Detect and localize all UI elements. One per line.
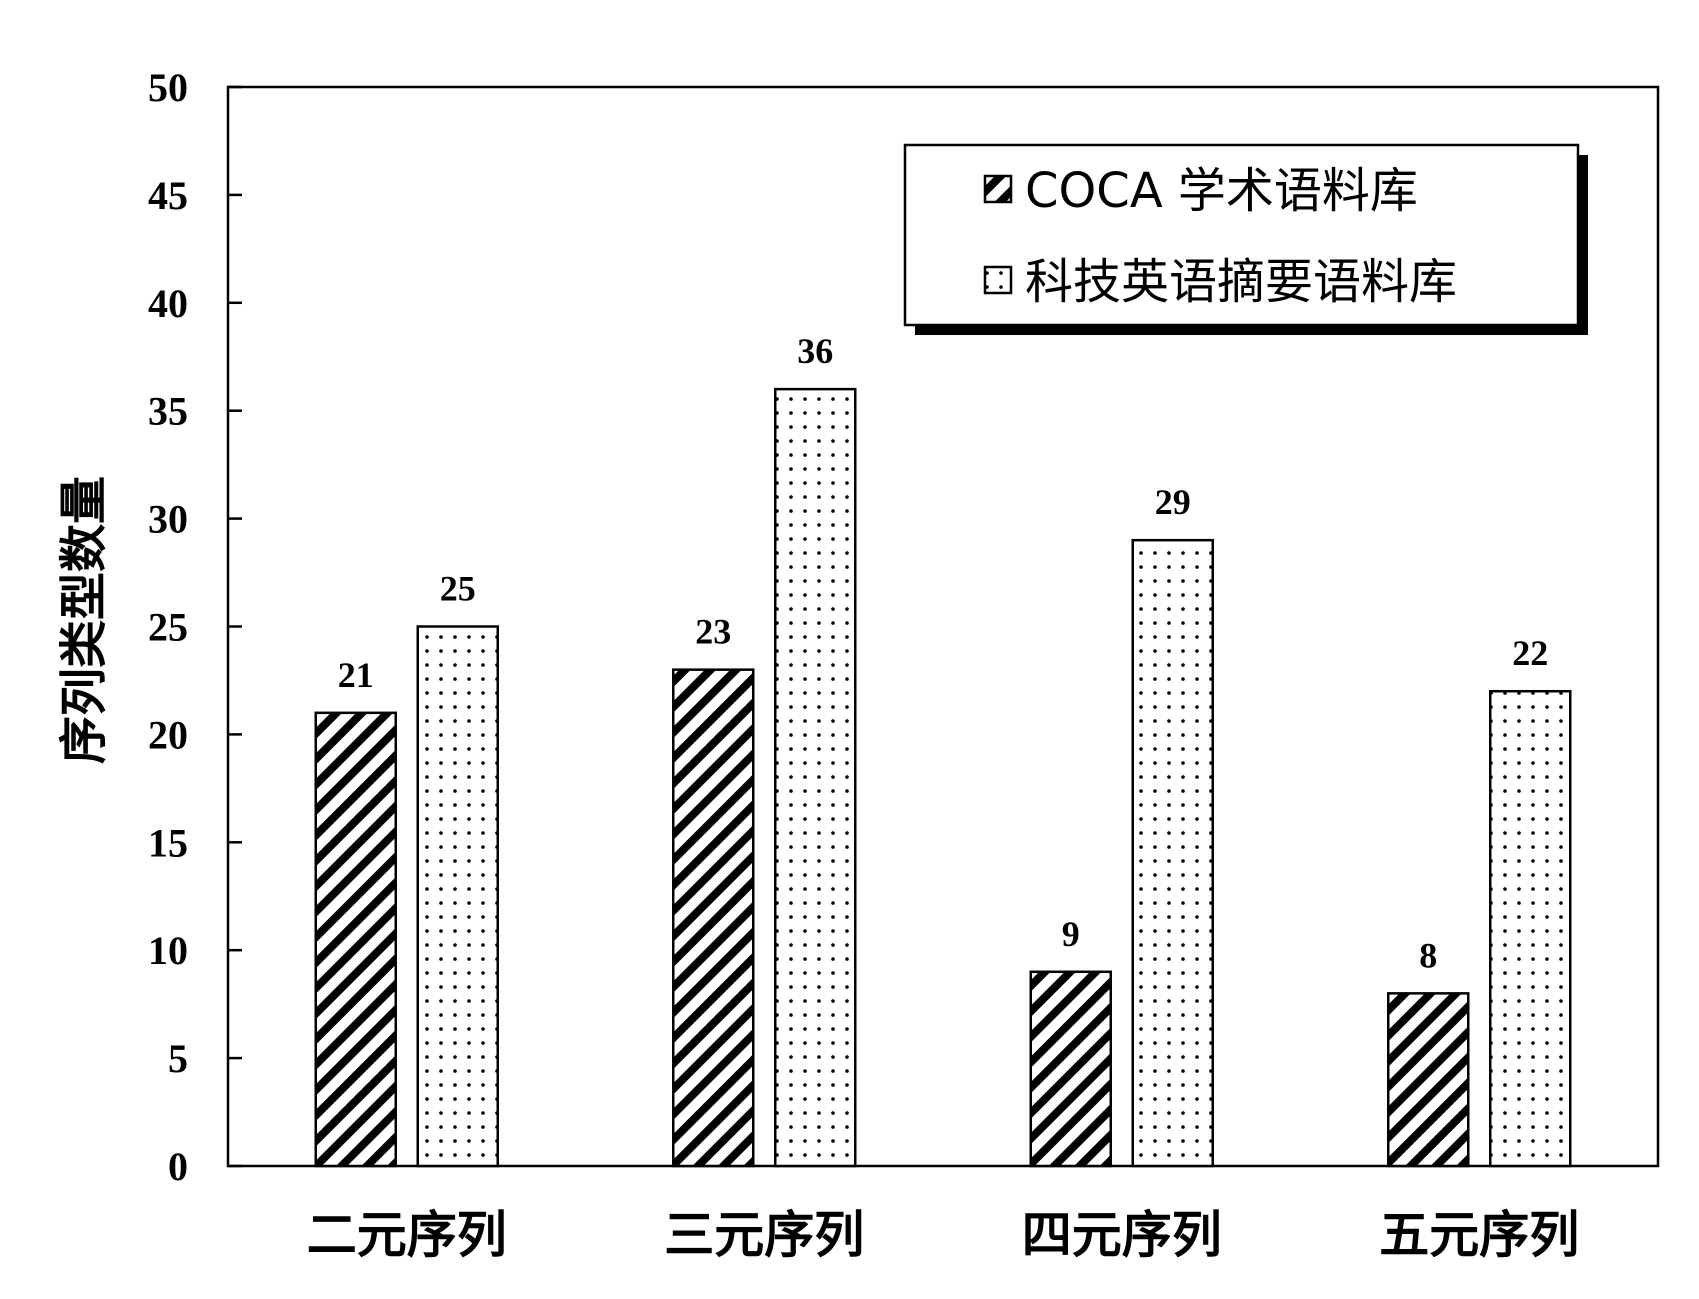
- data-label: 8: [1419, 935, 1437, 975]
- legend-swatch-coca: [983, 174, 1013, 204]
- y-tick-label: 10: [148, 928, 188, 973]
- bar-coca: [672, 668, 755, 1168]
- legend-label-abstracts: 科技英语摘要语料库: [1025, 254, 1457, 310]
- bar-coca: [1029, 970, 1112, 1168]
- legend-box: [903, 143, 1580, 327]
- legend: COCA 学术语料库 科技英语摘要语料库: [903, 143, 1588, 335]
- y-tick-label: 40: [148, 281, 188, 326]
- x-category-label: 四元序列: [1022, 1206, 1222, 1264]
- x-category-label: 三元序列: [664, 1206, 864, 1264]
- y-tick-label: 5: [168, 1036, 188, 1081]
- y-axis-title: 序列类型数量: [56, 476, 112, 764]
- y-tick-label: 25: [148, 605, 188, 650]
- y-tick-label: 35: [148, 389, 188, 434]
- bar-abstracts: [774, 387, 857, 1168]
- data-label: 23: [695, 612, 731, 652]
- legend-swatch-abstracts: [983, 265, 1013, 295]
- data-label: 25: [440, 569, 476, 609]
- bar-abstracts: [1131, 538, 1214, 1168]
- data-label: 36: [797, 331, 833, 371]
- data-label: 22: [1512, 633, 1548, 673]
- y-tick-label: 30: [148, 497, 188, 542]
- y-tick-label: 50: [148, 65, 188, 110]
- y-tick-label: 20: [148, 712, 188, 757]
- data-label: 21: [338, 655, 374, 695]
- bar-coca: [314, 711, 397, 1168]
- data-label: 9: [1062, 914, 1080, 954]
- legend-label-coca: COCA 学术语料库: [1025, 163, 1418, 219]
- y-tick-label: 0: [168, 1144, 188, 1189]
- bar-abstracts: [416, 625, 499, 1168]
- bar-abstracts: [1489, 689, 1572, 1168]
- x-category-label: 二元序列: [307, 1206, 507, 1264]
- bar-coca: [1387, 992, 1470, 1168]
- x-category-label: 五元序列: [1379, 1206, 1579, 1264]
- y-tick-label: 45: [148, 173, 188, 218]
- data-label: 29: [1155, 482, 1191, 522]
- y-tick-label: 15: [148, 820, 188, 865]
